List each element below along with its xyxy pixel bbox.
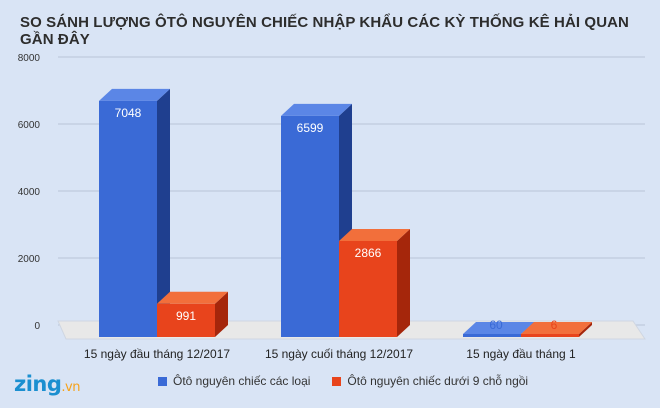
legend-item-series2: Ôtô nguyên chiếc dưới 9 chỗ ngồi — [332, 374, 528, 388]
bar-front — [281, 115, 339, 337]
data-label: 60 — [489, 318, 503, 332]
chart-title: SO SÁNH LƯỢNG ÔTÔ NGUYÊN CHIẾC NHẬP KHẨU… — [20, 14, 629, 48]
bar-top — [521, 322, 592, 334]
bar-top — [99, 88, 170, 101]
bar-front — [157, 303, 215, 337]
y-tick-label: 8000 — [18, 53, 41, 64]
data-label: 991 — [176, 309, 196, 323]
bar-side — [215, 291, 228, 337]
bar-side — [157, 88, 170, 337]
bar-front — [463, 334, 521, 337]
bar-front — [521, 334, 579, 337]
legend-swatch — [158, 376, 167, 386]
bars — [99, 88, 592, 337]
data-label: 6 — [551, 318, 558, 332]
bar-side — [397, 228, 410, 337]
bar-top — [281, 103, 352, 116]
bar — [339, 228, 410, 337]
bar — [521, 322, 592, 337]
data-label: 6599 — [297, 121, 324, 135]
legend-label: Ôtô nguyên chiếc dưới 9 chỗ ngồi — [347, 374, 529, 388]
x-tick-label: 15 ngày cuối tháng 12/2017 — [265, 347, 413, 361]
x-tick-label: 15 ngày đầu tháng 12/2017 — [84, 347, 230, 361]
bar-top — [463, 322, 534, 334]
y-tick-label: 6000 — [18, 120, 41, 131]
data-label: 2866 — [355, 246, 382, 260]
legend-item-series1: Ôtô nguyên chiếc các loại — [158, 374, 310, 388]
y-tick-label: 0 — [34, 321, 40, 332]
bar-top — [157, 291, 228, 304]
x-tick-label: 15 ngày đầu tháng 1 — [466, 347, 576, 361]
legend-swatch — [332, 376, 342, 386]
legend-label: Ôtô nguyên chiếc các loại — [173, 374, 311, 388]
bar-side — [579, 322, 592, 337]
y-tick-label: 4000 — [18, 187, 41, 198]
x-axis: 15 ngày đầu tháng 12/2017 15 ngày cuối th… — [84, 347, 576, 361]
bar-front — [99, 100, 157, 337]
bar-front — [339, 240, 397, 337]
y-axis: 0 2000 4000 6000 8000 — [18, 53, 41, 332]
bar — [157, 291, 228, 337]
data-labels: 7048 991 6599 2866 60 6 — [115, 106, 558, 332]
data-label: 7048 — [115, 106, 142, 120]
zing-logo: zing.vn — [14, 372, 80, 396]
legend: Ôtô nguyên chiếc các loại Ôtô nguyên chi… — [158, 374, 528, 388]
bar — [99, 88, 170, 337]
bar-top — [339, 228, 410, 241]
y-tick-label: 2000 — [18, 254, 41, 265]
